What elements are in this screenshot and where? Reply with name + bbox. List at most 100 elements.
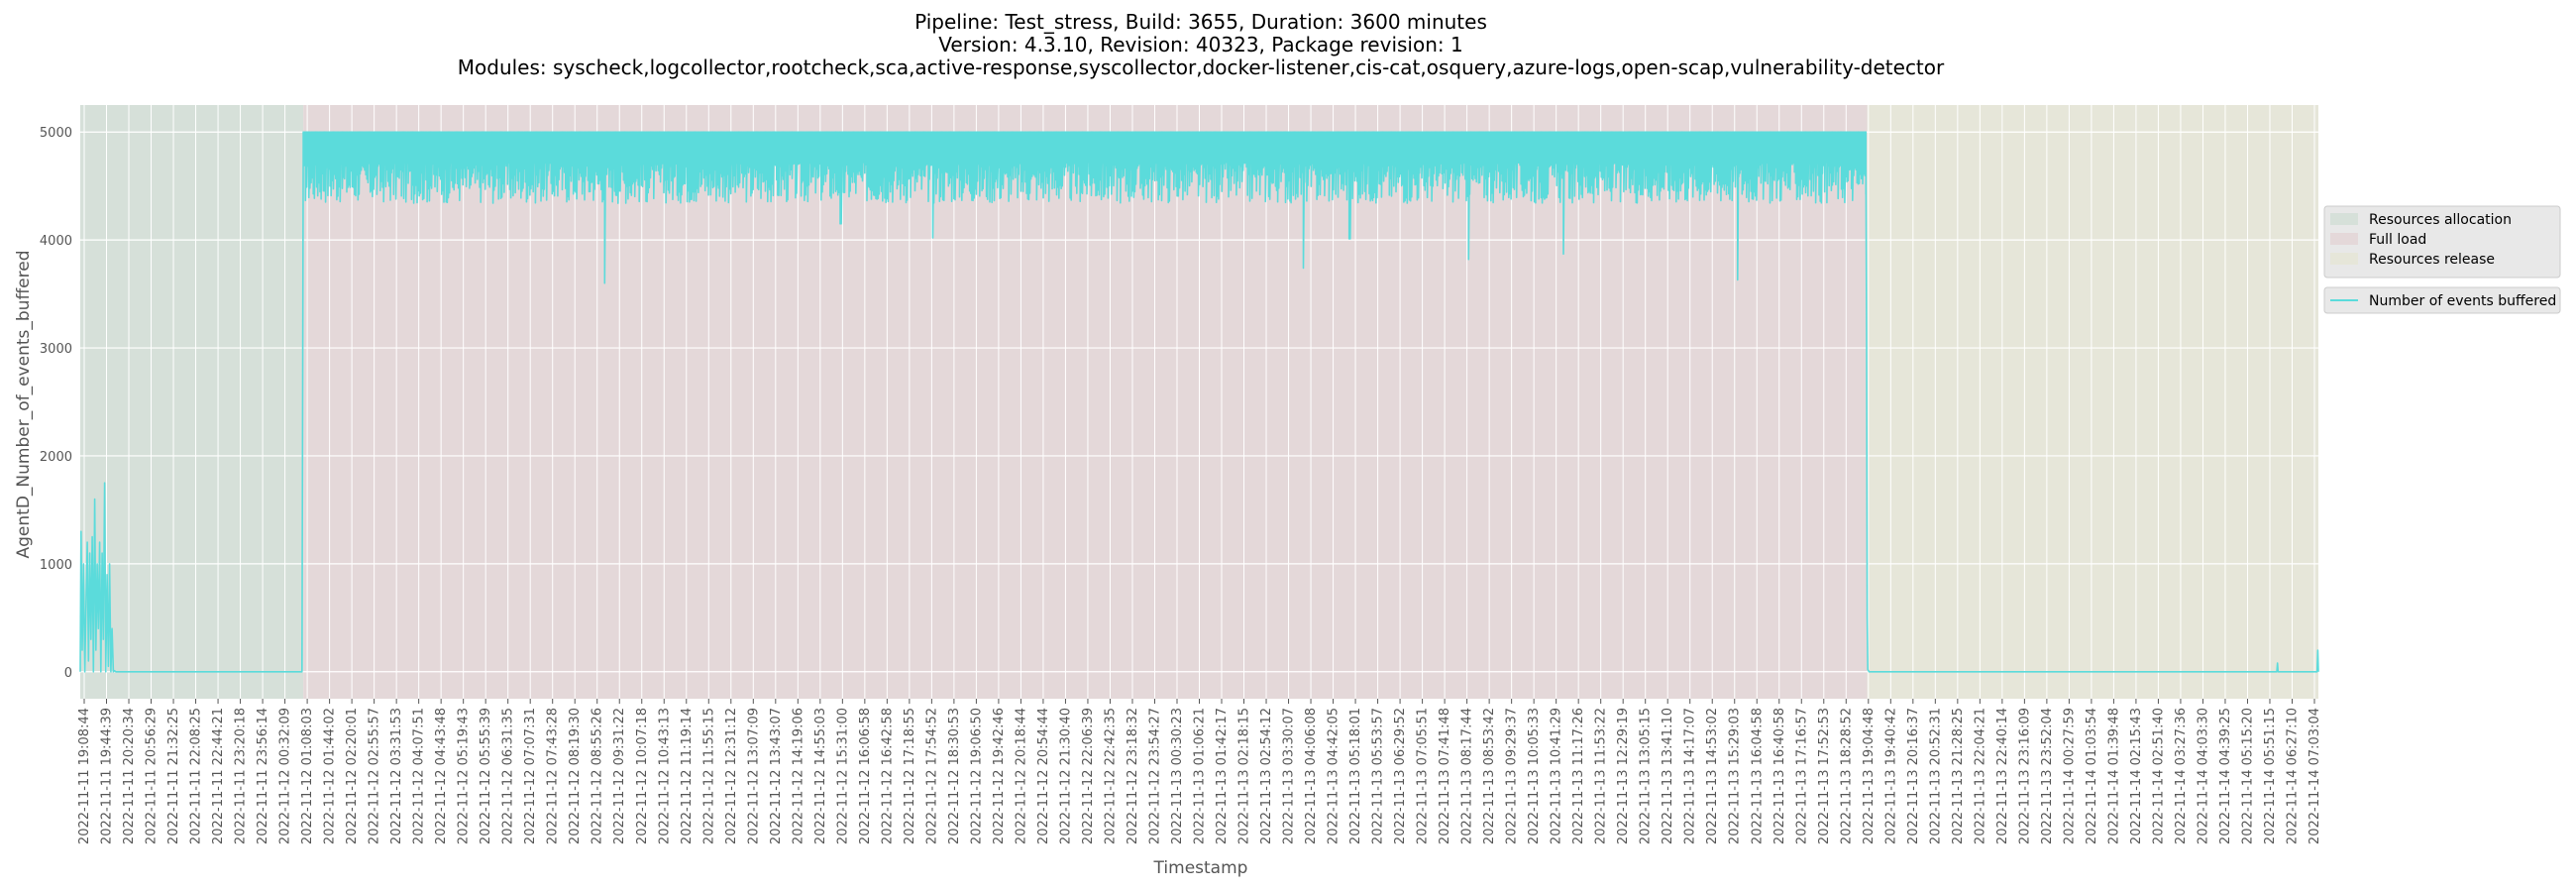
x-tick-label: 2022-11-13 09:29:37 xyxy=(1505,708,1520,844)
x-tick-label: 2022-11-12 23:54:27 xyxy=(1147,708,1162,844)
series-line-events-buffered xyxy=(79,131,2319,673)
x-tick-label: 2022-11-12 12:31:12 xyxy=(724,708,739,844)
x-tick-label: 2022-11-13 02:18:15 xyxy=(1237,708,1252,844)
x-tick-label: 2022-11-13 20:16:37 xyxy=(1906,708,1921,844)
legend: Resources allocation Full load Resources r… xyxy=(2323,205,2561,314)
x-tick-label: 2022-11-14 04:39:25 xyxy=(2218,708,2233,844)
x-tick-label: 2022-11-12 15:31:00 xyxy=(835,708,850,844)
legend-swatch-phase xyxy=(2330,233,2358,245)
x-tick-label: 2022-11-11 22:08:25 xyxy=(189,708,204,844)
x-tick-label: 2022-11-12 17:54:52 xyxy=(924,708,939,844)
x-tick-label: 2022-11-14 03:27:36 xyxy=(2174,708,2189,844)
x-tick-label: 2022-11-12 14:55:03 xyxy=(813,708,828,844)
x-tick-label: 2022-11-13 23:52:04 xyxy=(2040,708,2055,844)
y-tick-label: 2000 xyxy=(40,450,72,465)
x-tick-label: 2022-11-12 18:30:53 xyxy=(947,708,962,844)
x-tick-label: 2022-11-13 17:52:53 xyxy=(1817,708,1832,844)
x-tick-label: 2022-11-12 11:19:14 xyxy=(680,708,695,844)
x-tick-label: 2022-11-12 02:55:57 xyxy=(368,708,382,844)
x-tick-label: 2022-11-13 20:52:31 xyxy=(1928,708,1943,844)
x-tick-label: 2022-11-12 04:43:48 xyxy=(434,708,449,844)
legend-phases-box xyxy=(2323,205,2561,279)
x-tick-label: 2022-11-13 01:42:17 xyxy=(1215,708,1230,844)
x-tick-label: 2022-11-12 14:19:06 xyxy=(791,708,805,844)
x-tick-label: 2022-11-11 19:08:44 xyxy=(77,708,92,844)
x-tick-label: 2022-11-13 07:05:51 xyxy=(1416,708,1431,844)
legend-series-box xyxy=(2323,286,2561,314)
x-tick-label: 2022-11-13 15:29:03 xyxy=(1728,708,1743,844)
legend-label-phase: Full load xyxy=(2369,232,2426,248)
x-tick-label: 2022-11-13 08:53:42 xyxy=(1482,708,1497,844)
x-tick-label: 2022-11-11 20:20:34 xyxy=(122,708,137,844)
y-tick-label: 3000 xyxy=(40,342,72,357)
legend-swatch-phase xyxy=(2330,213,2358,225)
x-tick-label: 2022-11-13 04:42:05 xyxy=(1327,708,1342,844)
y-tick-label: 4000 xyxy=(40,234,72,249)
x-tick-label: 2022-11-12 03:31:53 xyxy=(389,708,404,844)
x-tick-label: 2022-11-13 17:16:57 xyxy=(1794,708,1809,844)
phase-band-1 xyxy=(80,105,304,699)
x-tick-label: 2022-11-13 11:53:22 xyxy=(1594,708,1609,844)
x-tick-label: 2022-11-11 21:32:25 xyxy=(166,708,181,844)
x-tick-label: 2022-11-14 00:27:59 xyxy=(2062,708,2077,844)
x-tick-label: 2022-11-12 13:07:09 xyxy=(746,708,761,844)
title-line-3: Modules: syscheck,logcollector,rootcheck… xyxy=(458,56,1945,79)
x-tick-label: 2022-11-14 07:03:04 xyxy=(2308,708,2322,844)
x-tick-label: 2022-11-13 16:04:58 xyxy=(1750,708,1765,844)
x-tick-label: 2022-11-12 13:43:07 xyxy=(769,708,784,844)
x-tick-label: 2022-11-14 05:15:20 xyxy=(2240,708,2255,844)
x-tick-label: 2022-11-13 06:29:52 xyxy=(1393,708,1408,844)
x-tick-label: 2022-11-13 10:41:29 xyxy=(1550,708,1564,844)
x-tick-label: 2022-11-13 12:29:19 xyxy=(1616,708,1631,844)
x-tick-label: 2022-11-13 00:30:23 xyxy=(1170,708,1185,844)
y-axis-label: AgentD_Number_of_events_buffered xyxy=(14,251,34,559)
x-tick-label: 2022-11-13 05:18:01 xyxy=(1348,708,1363,844)
plot-area: 0 1000 2000 3000 4000 5000 2022-11-11 19:08:44… xyxy=(40,105,2322,844)
x-tick-label: 2022-11-13 03:30:07 xyxy=(1282,708,1297,844)
x-tick-label: 2022-11-14 04:03:30 xyxy=(2196,708,2210,844)
x-tick-label: 2022-11-14 01:39:48 xyxy=(2106,708,2121,844)
x-tick-label: 2022-11-12 23:18:32 xyxy=(1126,708,1140,844)
x-tick-label: 2022-11-12 09:31:22 xyxy=(612,708,627,844)
x-axis-label: Timestamp xyxy=(1153,858,1248,878)
x-tick-label: 2022-11-12 06:31:35 xyxy=(501,708,516,844)
x-tick-label: 2022-11-12 21:30:40 xyxy=(1058,708,1073,844)
x-tick-label: 2022-11-12 19:06:50 xyxy=(969,708,984,844)
x-tick-label: 2022-11-13 21:28:25 xyxy=(1951,708,1966,844)
x-tick-label: 2022-11-11 23:56:14 xyxy=(256,708,270,844)
chart-title: Pipeline: Test_stress, Build: 3655, Dura… xyxy=(458,10,1945,79)
y-tick-label: 5000 xyxy=(40,126,72,141)
legend-label-series: Number of events buffered xyxy=(2369,293,2556,309)
x-tick-label: 2022-11-13 19:04:48 xyxy=(1862,708,1877,844)
x-tick-label: 2022-11-13 22:40:14 xyxy=(1995,708,2010,844)
x-tick-label: 2022-11-11 22:44:21 xyxy=(211,708,226,844)
x-tick-label: 2022-11-13 08:17:44 xyxy=(1460,708,1475,844)
x-tick-label: 2022-11-12 00:32:09 xyxy=(278,708,293,844)
x-tick-label: 2022-11-13 05:53:57 xyxy=(1371,708,1386,844)
x-tick-label: 2022-11-13 14:53:02 xyxy=(1705,708,1720,844)
x-tick-label: 2022-11-14 01:03:54 xyxy=(2085,708,2099,844)
title-line-2: Version: 4.3.10, Revision: 40323, Packag… xyxy=(938,33,1462,56)
x-tick-label: 2022-11-11 23:20:18 xyxy=(234,708,249,844)
x-tick-label: 2022-11-12 01:44:02 xyxy=(323,708,338,844)
x-tick-label: 2022-11-12 16:42:58 xyxy=(880,708,895,844)
x-tick-label: 2022-11-13 22:04:21 xyxy=(1973,708,1987,844)
y-tick-label: 1000 xyxy=(40,558,72,573)
phase-band-3 xyxy=(1867,105,2318,699)
x-tick-label: 2022-11-14 02:51:40 xyxy=(2151,708,2166,844)
x-tick-label: 2022-11-13 02:54:12 xyxy=(1259,708,1274,844)
x-tick-label: 2022-11-12 17:18:55 xyxy=(903,708,917,844)
x-tick-label: 2022-11-12 20:54:44 xyxy=(1036,708,1051,844)
x-tick-label: 2022-11-13 18:28:52 xyxy=(1839,708,1854,844)
x-tick-label: 2022-11-13 13:41:10 xyxy=(1661,708,1675,844)
x-tick-label: 2022-11-13 16:40:58 xyxy=(1772,708,1787,844)
x-tick-label: 2022-11-12 05:55:39 xyxy=(479,708,493,844)
x-tick-label: 2022-11-12 01:08:03 xyxy=(300,708,315,844)
x-tick-label: 2022-11-12 07:43:28 xyxy=(546,708,561,844)
x-tick-label: 2022-11-12 08:19:30 xyxy=(568,708,583,844)
x-tick-label: 2022-11-12 08:55:26 xyxy=(590,708,605,844)
x-tick-label: 2022-11-12 10:07:18 xyxy=(635,708,650,844)
x-tick-label: 2022-11-12 02:20:01 xyxy=(345,708,360,844)
legend-label-phase: Resources release xyxy=(2369,252,2495,268)
